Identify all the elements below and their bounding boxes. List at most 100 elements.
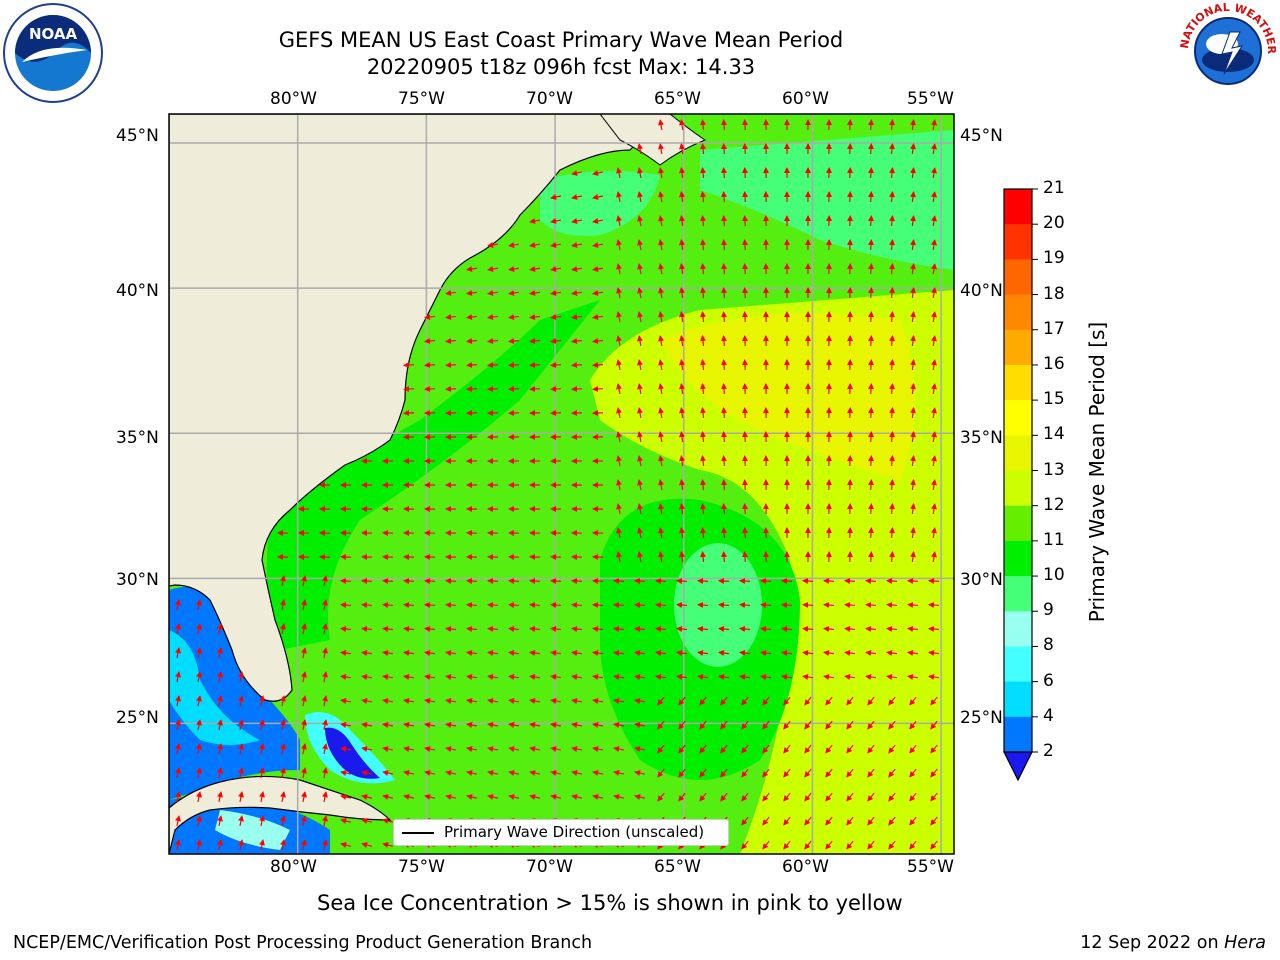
wave-arrow <box>592 650 604 656</box>
field-10s-ne <box>700 130 954 270</box>
wave-arrow <box>847 239 853 251</box>
wave-arrow <box>466 698 478 704</box>
wave-arrow <box>844 602 856 608</box>
wave-arrow <box>928 602 940 608</box>
wave-arrow <box>742 215 748 227</box>
wave-arrow <box>280 695 286 707</box>
wave-arrow <box>931 359 937 371</box>
wave-arrow <box>529 578 541 584</box>
wave-arrow <box>403 578 415 584</box>
wave-arrow <box>781 674 793 680</box>
wave-arrow <box>910 311 916 323</box>
wave-arrow <box>658 527 664 539</box>
wave-arrow <box>910 383 916 395</box>
wave-direction-arrows <box>175 119 940 851</box>
wave-arrow <box>804 720 812 730</box>
wave-arrow <box>720 744 728 754</box>
wave-arrow <box>931 455 937 467</box>
wave-arrow <box>382 794 394 800</box>
wave-arrow <box>868 527 874 539</box>
wave-arrow <box>655 602 667 608</box>
wave-arrow <box>280 599 286 611</box>
wave-arrow <box>382 674 394 680</box>
wave-arrow <box>721 503 727 515</box>
wave-arrow <box>550 194 562 200</box>
wave-arrow <box>868 551 874 563</box>
lon-label-bottom: 55°W <box>907 857 954 877</box>
wave-arrow <box>592 554 604 560</box>
wave-arrow <box>697 674 709 680</box>
wave-arrow <box>844 674 856 680</box>
wave-arrow <box>679 527 685 539</box>
wave-arrow <box>910 551 916 563</box>
wave-arrow <box>721 359 727 371</box>
wave-arrow <box>844 578 856 584</box>
wave-arrow <box>825 768 833 778</box>
wave-arrow <box>762 720 770 730</box>
land-us <box>169 114 671 702</box>
wave-arrow <box>742 455 748 467</box>
wave-arrow <box>322 599 328 611</box>
colorbar-segment <box>1004 294 1032 331</box>
colorbar-tick-label: 21 <box>1043 178 1065 198</box>
wave-arrow <box>382 554 394 560</box>
wave-arrow <box>658 287 664 299</box>
wave-arrow <box>700 263 706 275</box>
wave-arrow <box>238 695 244 707</box>
wave-arrow <box>865 626 877 632</box>
lat-label-right: 40°N <box>960 281 1003 301</box>
wave-arrow <box>889 551 895 563</box>
wave-arrow <box>259 743 265 755</box>
wave-arrow <box>931 119 937 131</box>
wave-arrow <box>910 263 916 275</box>
field-8s-caribbean <box>215 810 290 850</box>
wave-arrow <box>655 578 667 584</box>
wave-arrow <box>382 578 394 584</box>
wave-arrow <box>742 551 748 563</box>
wave-arrow <box>616 455 622 467</box>
wave-arrow <box>888 816 896 826</box>
wave-arrow <box>445 314 457 320</box>
wave-arrow <box>487 242 499 248</box>
wave-arrow <box>889 263 895 275</box>
wave-arrow <box>742 431 748 443</box>
wave-arrow <box>760 626 772 632</box>
wave-arrow <box>466 290 478 296</box>
wave-arrow <box>679 143 685 155</box>
colorbar-segment <box>1004 435 1032 471</box>
colorbar-segment <box>1004 716 1032 753</box>
colorbar-tick-label: 13 <box>1043 459 1065 480</box>
wave-arrow <box>868 215 874 227</box>
wave-arrow <box>931 503 937 515</box>
colorbar-segment <box>1004 505 1032 542</box>
wave-arrow <box>931 383 937 395</box>
footer-date-text: 12 Sep 2022 on <box>1080 933 1219 953</box>
wave-arrow <box>466 386 478 392</box>
wave-arrow <box>888 696 896 706</box>
wave-arrow <box>592 698 604 704</box>
map-title-line2: 20220905 t18z 096h fcst Max: 14.33 <box>366 55 756 79</box>
wave-arrow <box>175 719 181 731</box>
wave-arrow <box>676 602 688 608</box>
wave-arrow <box>592 578 604 584</box>
wave-arrow <box>721 431 727 443</box>
wave-arrow <box>928 626 940 632</box>
wave-arrow <box>846 744 854 754</box>
wave-arrow <box>616 239 622 251</box>
wave-arrow <box>700 287 706 299</box>
wave-arrow <box>658 335 664 347</box>
wave-arrow <box>847 431 853 443</box>
wave-arrow <box>403 698 415 704</box>
wave-arrow <box>445 650 457 656</box>
field-14s <box>660 313 915 480</box>
wave-arrow <box>909 840 917 850</box>
wave-arrow <box>931 143 937 155</box>
wave-arrow <box>301 815 307 827</box>
wave-arrow <box>847 191 853 203</box>
wave-arrow <box>340 818 351 824</box>
wave-arrow <box>571 218 583 224</box>
colorbar-tick-label: 20 <box>1043 213 1065 234</box>
wave-arrow <box>679 359 685 371</box>
wave-arrow <box>679 287 685 299</box>
lon-label-bottom: 80°W <box>270 857 317 877</box>
